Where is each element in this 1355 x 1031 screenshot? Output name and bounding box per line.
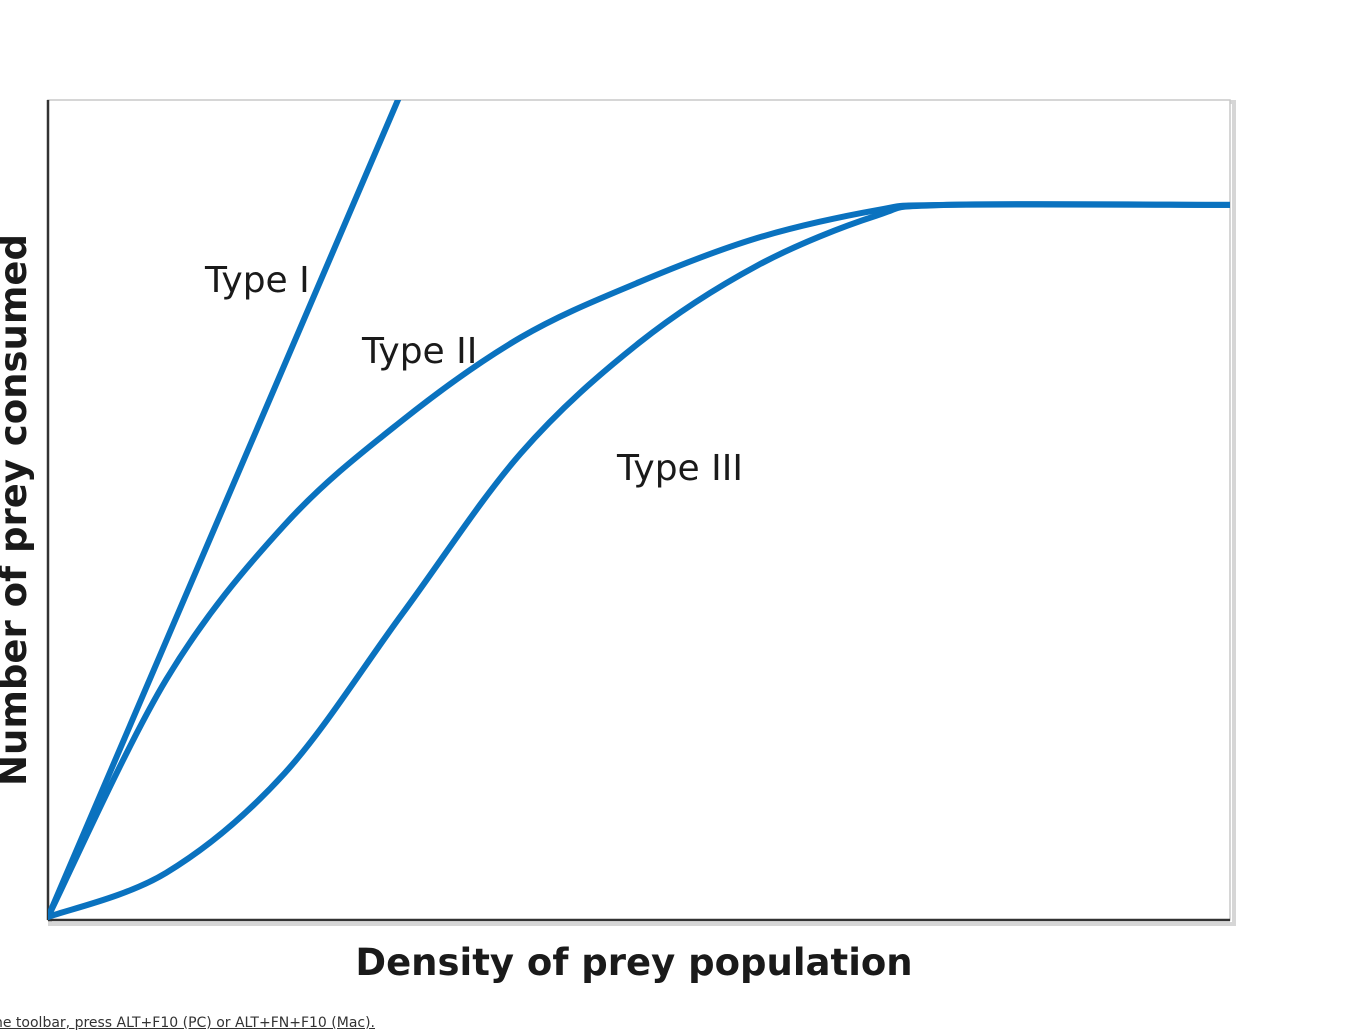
series-label-type-ii: Type II	[361, 331, 477, 372]
y-axis-title: Number of prey consumed	[0, 234, 35, 786]
x-axis-title: Density of prey population	[355, 941, 912, 984]
plot-area	[47, 99, 1231, 921]
series-label-type-iii: Type III	[616, 448, 743, 489]
series-line-type-iii	[48, 201, 1230, 920]
series-line-type-i	[48, 100, 402, 920]
toolbar-hint-text: ne toolbar, press ALT+F10 (PC) or ALT+FN…	[0, 1015, 376, 1031]
series-label-type-i: Type I	[204, 260, 310, 301]
